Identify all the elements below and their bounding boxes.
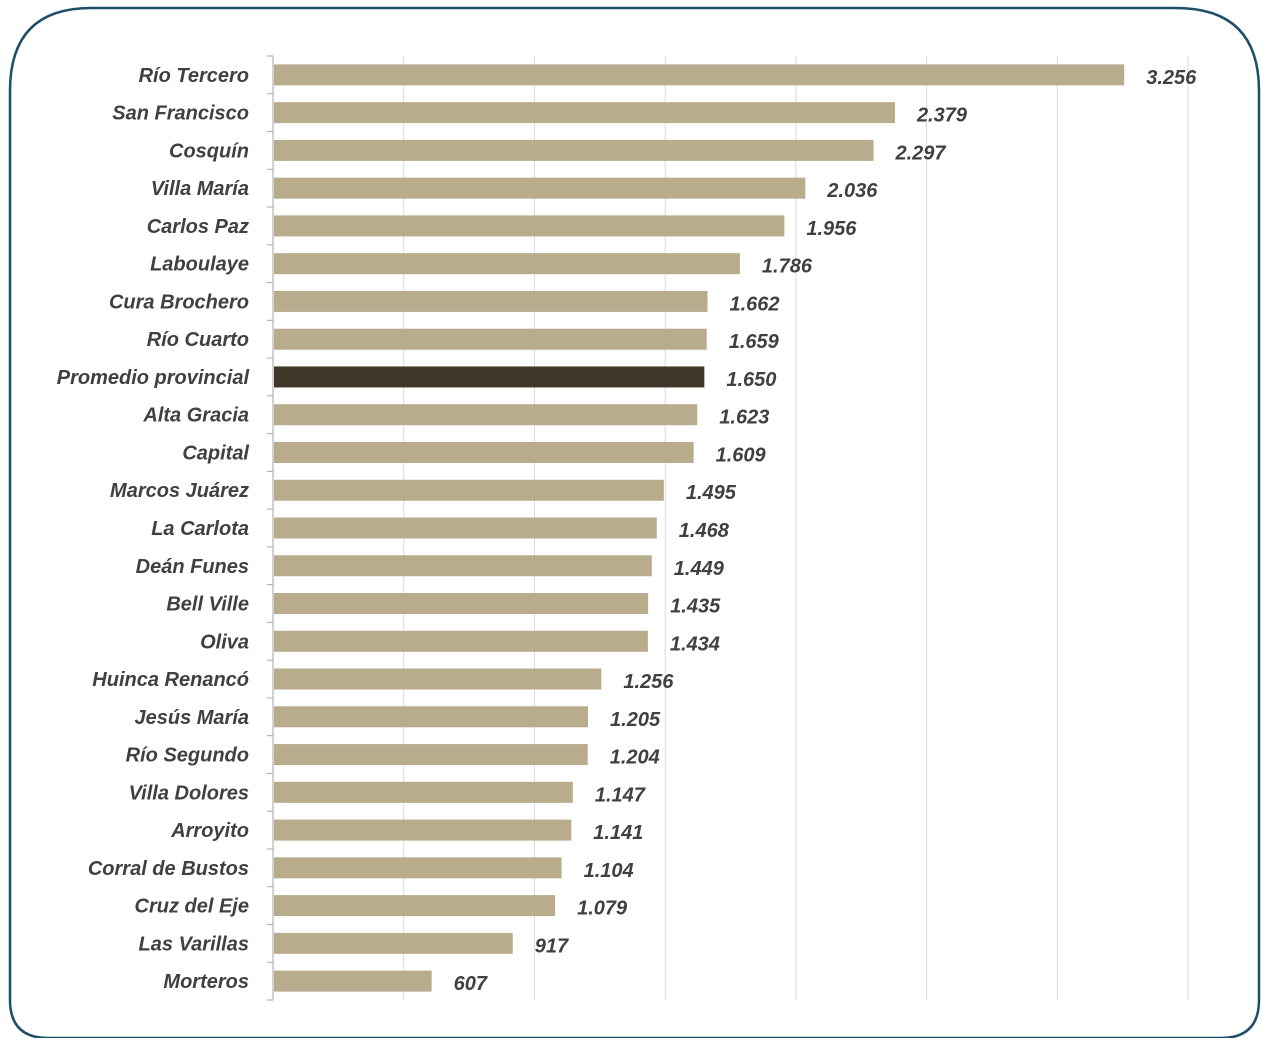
bar	[274, 215, 785, 237]
bar	[274, 404, 698, 426]
bar	[274, 819, 572, 841]
value-label: 917	[535, 935, 569, 957]
value-label: 2.036	[826, 180, 878, 202]
value-label: 1.623	[719, 407, 769, 429]
value-label: 1.609	[716, 444, 767, 466]
category-label: Carlos Paz	[147, 216, 249, 238]
category-label: Cura Brochero	[109, 291, 249, 313]
value-label: 1.449	[674, 558, 725, 580]
bar	[274, 744, 588, 766]
category-label: San Francisco	[112, 103, 249, 125]
bar	[274, 895, 556, 917]
category-label: Las Varillas	[139, 933, 249, 955]
category-label: Corral de Bustos	[88, 858, 249, 880]
value-label: 1.147	[595, 784, 646, 806]
bar	[274, 932, 513, 954]
bar	[274, 781, 573, 803]
value-label: 1.468	[679, 520, 730, 542]
category-label: Río Cuarto	[147, 329, 249, 351]
category-label: Río Segundo	[126, 745, 249, 767]
value-label: 607	[454, 973, 488, 995]
bar	[274, 64, 1125, 86]
value-label: 1.256	[623, 671, 674, 693]
value-label: 1.495	[686, 482, 737, 504]
value-label: 2.297	[895, 142, 947, 164]
bar	[274, 593, 649, 615]
value-label: 1.141	[593, 822, 643, 844]
category-label: Morteros	[163, 971, 249, 993]
bar	[274, 328, 707, 350]
category-label: La Carlota	[151, 518, 249, 540]
bar	[274, 479, 664, 501]
bars	[274, 64, 1125, 992]
category-label: Villa María	[151, 178, 249, 200]
category-label: Alta Gracia	[142, 405, 249, 427]
bar	[274, 970, 432, 992]
value-label: 1.079	[577, 898, 628, 920]
category-label: Río Tercero	[139, 65, 249, 87]
value-label: 1.104	[584, 860, 634, 882]
value-labels: 3.256 2.379 2.297 2.036 1.956 1.786 1.662 1.659…	[454, 67, 1197, 995]
bar	[274, 517, 657, 539]
bar	[274, 177, 806, 199]
category-label: Deán Funes	[136, 556, 249, 578]
category-label: Laboulaye	[150, 254, 249, 276]
bar	[274, 555, 652, 577]
bar	[274, 668, 602, 690]
category-label: Bell Ville	[166, 594, 249, 616]
bar-average	[274, 366, 705, 388]
value-label: 1.435	[670, 596, 721, 618]
value-label: 1.205	[610, 709, 661, 731]
value-label: 1.650	[726, 369, 776, 391]
value-label: 1.662	[729, 293, 779, 315]
category-label: Jesús María	[134, 707, 249, 729]
category-label: Cosquín	[169, 140, 249, 162]
category-label: Cruz del Eje	[135, 896, 249, 918]
bar	[274, 290, 708, 312]
value-label: 1.786	[762, 256, 813, 278]
bar	[274, 706, 589, 728]
value-label: 1.659	[729, 331, 780, 353]
value-label: 1.434	[670, 633, 720, 655]
value-label: 3.256	[1146, 67, 1197, 89]
value-label: 2.379	[916, 105, 968, 127]
y-axis	[267, 55, 274, 1001]
category-label: Capital	[182, 442, 249, 464]
bar	[274, 441, 694, 463]
category-label: Huinca Renancó	[92, 669, 249, 691]
value-label: 1.956	[806, 218, 857, 240]
category-label: Villa Dolores	[129, 782, 249, 804]
category-label: Arroyito	[170, 820, 249, 842]
bar	[274, 630, 648, 652]
category-label: Marcos Juárez	[110, 480, 249, 502]
bar	[274, 253, 740, 275]
category-labels: Río Tercero San Francisco Cosquín Villa Mar…	[57, 65, 250, 993]
value-label: 1.204	[610, 747, 660, 769]
category-label: Oliva	[200, 631, 249, 653]
category-label: Promedio provincial	[57, 367, 250, 389]
bar	[274, 857, 562, 879]
bar	[274, 139, 874, 161]
bar	[274, 102, 895, 124]
